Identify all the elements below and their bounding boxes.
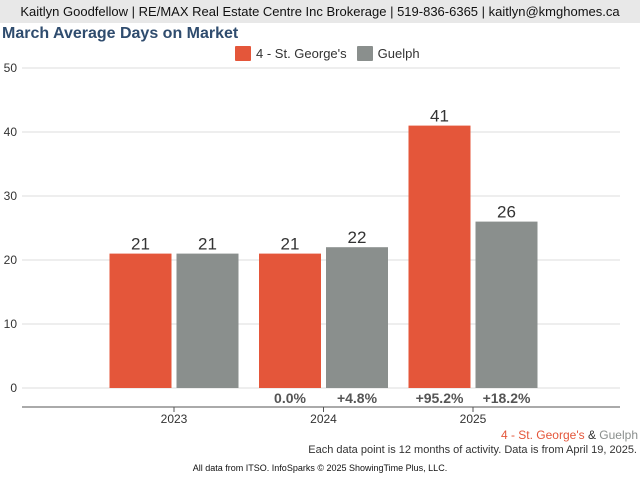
y-tick-label: 10 xyxy=(4,317,18,331)
change-label: +4.8% xyxy=(337,390,378,406)
agent-header: Kaitlyn Goodfellow | RE/MAX Real Estate … xyxy=(0,0,640,23)
x-tick-label: 2023 xyxy=(161,412,188,426)
legend-label-series-a: 4 - St. George's xyxy=(256,45,347,61)
footer-credit: All data from ITSO. InfoSparks © 2025 Sh… xyxy=(192,463,448,473)
legend-item-series-b[interactable]: Guelph xyxy=(356,45,420,61)
data-label: 21 xyxy=(131,235,150,254)
bar xyxy=(475,221,538,388)
y-tick-label: 40 xyxy=(4,125,18,139)
legend-swatch-series-a xyxy=(235,45,251,61)
chart-title: March Average Days on Market xyxy=(2,25,239,42)
x-tick-label: 2024 xyxy=(310,412,337,426)
footer-series-b: Guelph xyxy=(599,428,638,442)
footer-amp: & xyxy=(584,428,600,442)
data-label: 21 xyxy=(198,235,217,254)
change-label: +95.2% xyxy=(416,390,464,406)
y-tick-label: 20 xyxy=(4,253,18,267)
change-label: 0.0% xyxy=(274,390,306,406)
bar xyxy=(109,253,172,388)
legend-item-series-a[interactable]: 4 - St. George's xyxy=(235,45,347,61)
legend-swatch-series-b xyxy=(356,45,373,61)
bar xyxy=(408,125,471,388)
chart-legend: 4 - St. George's Guelph xyxy=(235,45,430,61)
y-tick-label: 30 xyxy=(4,189,18,203)
bar xyxy=(176,253,239,388)
footer-series-a: 4 - St. George's xyxy=(500,428,585,442)
change-label: +18.2% xyxy=(483,390,531,406)
y-tick-label: 50 xyxy=(4,61,18,75)
bar xyxy=(326,247,388,388)
data-label: 21 xyxy=(281,235,300,254)
data-label: 26 xyxy=(497,203,516,222)
y-tick-label: 0 xyxy=(10,381,17,395)
footer-series-caption: 4 - St. George's & Guelph xyxy=(501,428,638,442)
data-label: 41 xyxy=(430,107,449,126)
x-tick-label: 2025 xyxy=(460,412,487,426)
data-label: 22 xyxy=(348,228,367,247)
legend-label-series-b: Guelph xyxy=(377,45,420,61)
bar xyxy=(259,253,321,388)
footer-note: Each data point is 12 months of activity… xyxy=(308,444,637,456)
